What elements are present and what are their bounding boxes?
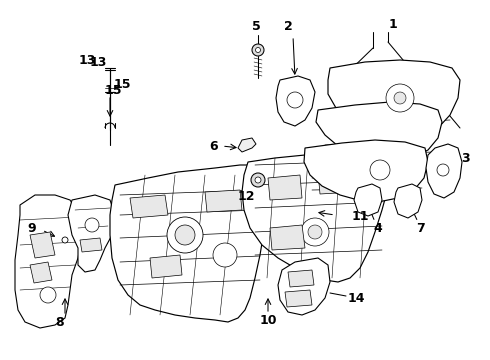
- Polygon shape: [205, 190, 242, 212]
- Circle shape: [437, 164, 449, 176]
- Polygon shape: [354, 184, 382, 216]
- Circle shape: [394, 92, 406, 104]
- Polygon shape: [268, 175, 302, 200]
- Text: 9: 9: [28, 221, 36, 234]
- Circle shape: [255, 177, 261, 183]
- Text: 5: 5: [252, 19, 260, 32]
- Polygon shape: [68, 195, 115, 272]
- Text: 15: 15: [114, 78, 131, 91]
- Circle shape: [287, 92, 303, 108]
- Polygon shape: [30, 232, 55, 258]
- Text: 8: 8: [56, 315, 64, 328]
- Polygon shape: [304, 140, 428, 202]
- Polygon shape: [130, 195, 168, 218]
- Text: 14: 14: [348, 292, 366, 305]
- Circle shape: [370, 160, 390, 180]
- Text: 4: 4: [374, 221, 382, 234]
- Text: 1: 1: [389, 18, 397, 31]
- Circle shape: [85, 218, 99, 232]
- Polygon shape: [394, 184, 422, 218]
- Circle shape: [251, 173, 265, 187]
- Text: 11: 11: [352, 211, 369, 224]
- Circle shape: [40, 287, 56, 303]
- Polygon shape: [276, 76, 315, 126]
- Text: 6: 6: [209, 139, 218, 153]
- Polygon shape: [270, 225, 305, 250]
- Polygon shape: [30, 262, 52, 283]
- Polygon shape: [242, 150, 390, 282]
- Text: 10: 10: [259, 314, 277, 327]
- Polygon shape: [238, 138, 256, 152]
- Circle shape: [213, 243, 237, 267]
- Polygon shape: [426, 144, 462, 198]
- Polygon shape: [110, 165, 268, 322]
- Polygon shape: [316, 102, 442, 162]
- Circle shape: [308, 225, 322, 239]
- Circle shape: [175, 225, 195, 245]
- Polygon shape: [328, 60, 460, 138]
- Polygon shape: [318, 170, 354, 194]
- Circle shape: [167, 217, 203, 253]
- Text: 12: 12: [238, 190, 255, 203]
- Circle shape: [252, 44, 264, 56]
- Polygon shape: [288, 270, 314, 287]
- Polygon shape: [15, 195, 82, 328]
- Text: 2: 2: [284, 21, 293, 33]
- Text: 13: 13: [78, 54, 96, 67]
- Polygon shape: [80, 238, 102, 252]
- Circle shape: [301, 218, 329, 246]
- Circle shape: [255, 48, 261, 53]
- Polygon shape: [150, 255, 182, 278]
- Text: 7: 7: [416, 221, 424, 234]
- Circle shape: [62, 237, 68, 243]
- Circle shape: [386, 84, 414, 112]
- Text: 13: 13: [89, 55, 107, 68]
- Text: 15: 15: [105, 84, 122, 96]
- Polygon shape: [285, 290, 312, 307]
- Polygon shape: [278, 258, 330, 315]
- Text: 3: 3: [461, 152, 469, 165]
